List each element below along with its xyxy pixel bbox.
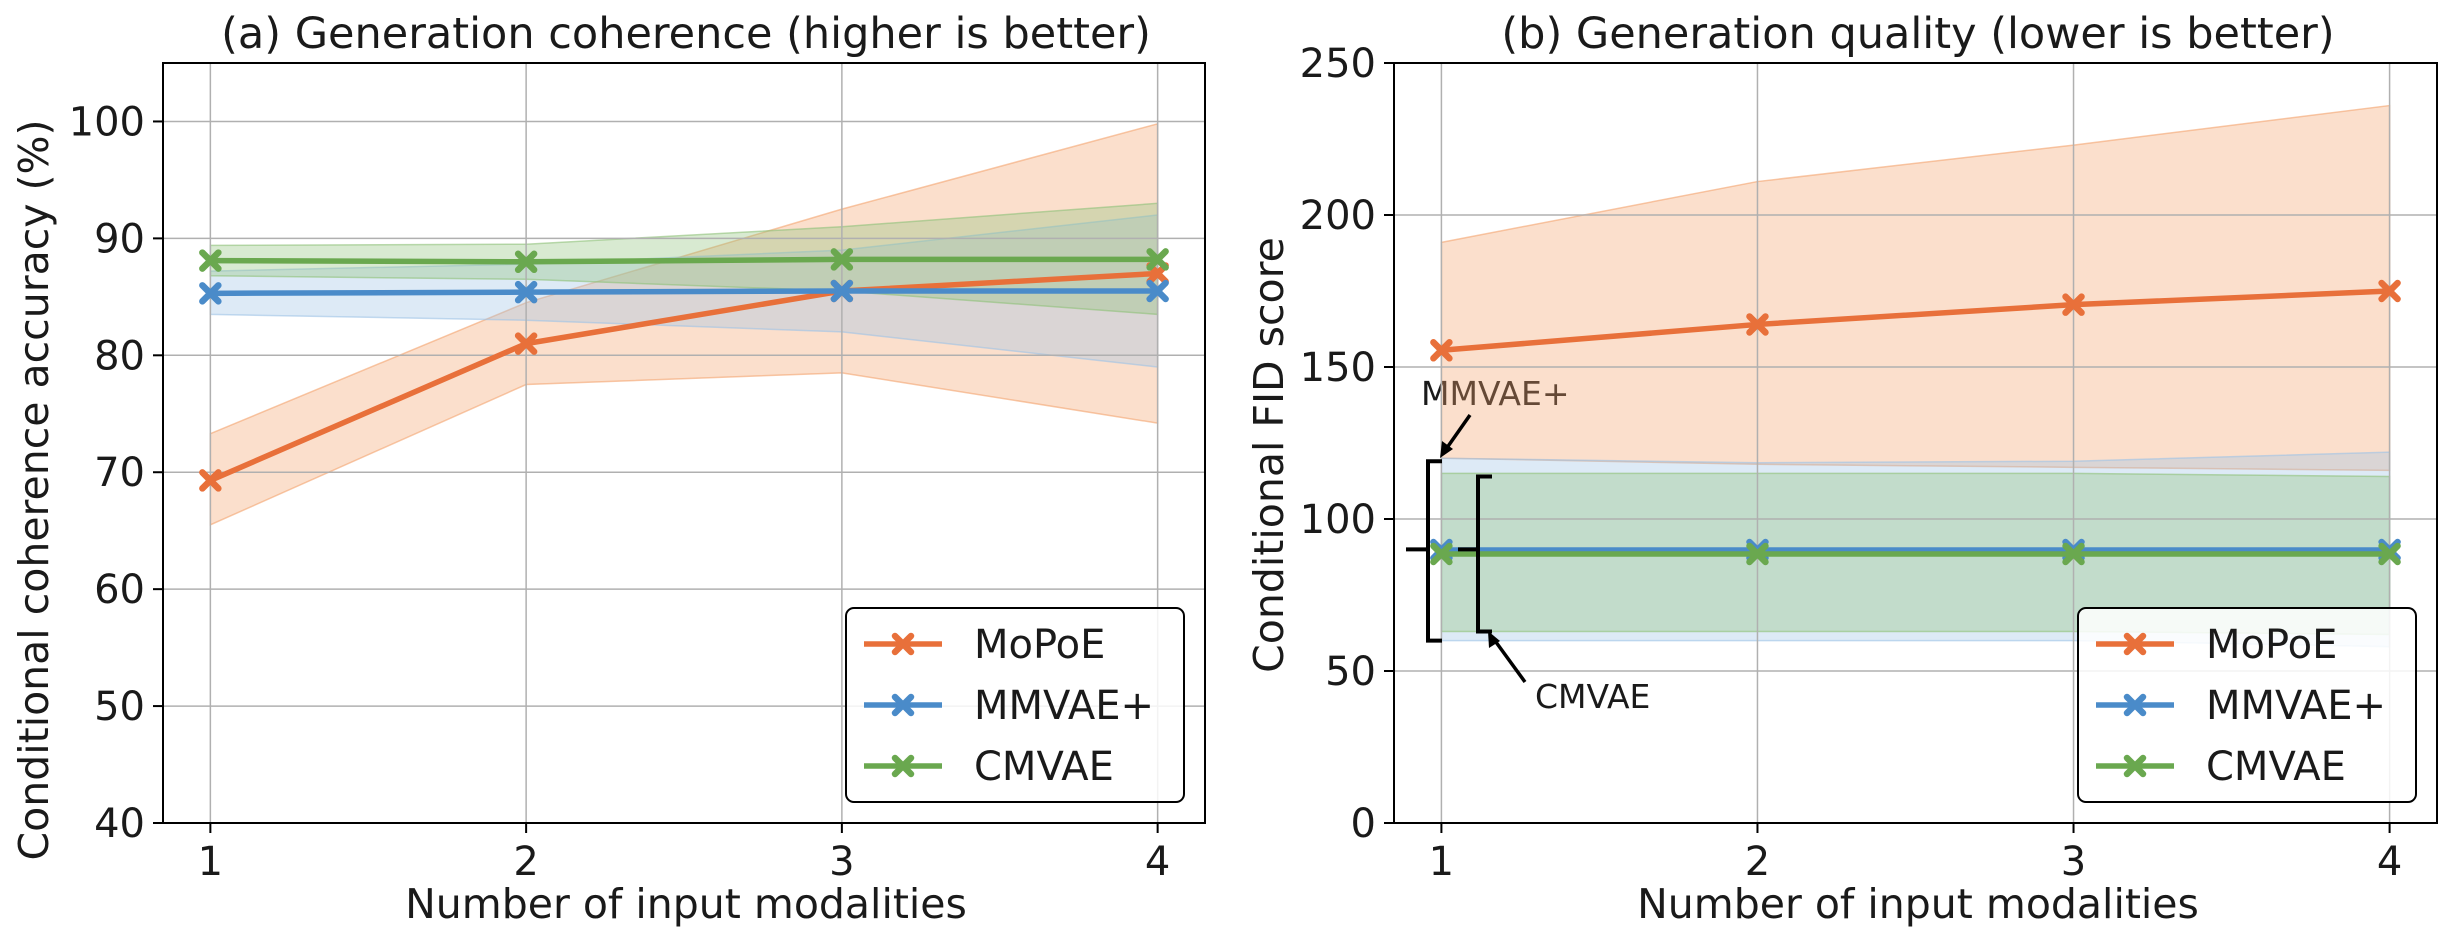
arrow-cmvae [1491,636,1527,684]
legend-box [2077,607,2417,803]
legend-item-mmvae: MMVAE+ [864,683,1154,729]
data-point-cmvae [830,248,854,271]
legend-box [845,607,1185,803]
data-point-mopoe [2062,293,2085,316]
legend-item-mmvae: MMVAE+ [2096,683,2386,729]
legend-item-mopoe: MoPoE [2096,622,2337,668]
series-line-mopoe [1441,288,2390,354]
x-tick-label: 3 [829,839,854,885]
axes-frame [1393,62,2438,824]
series-line-cmvae [210,256,1158,265]
data-point-cmvae [2378,542,2401,566]
x-tick-label: 4 [2377,839,2402,885]
legend-marker-cmvae [2123,754,2147,778]
y-tick-label: 70 [94,450,145,496]
x-tick-label: 1 [1429,839,1454,885]
annotation-braces [1406,413,1527,684]
data-point-cmvae [1746,542,1769,566]
data-point-cmvae [1430,542,1453,566]
legend-label-mmvae: MMVAE+ [2206,683,2386,729]
y-tick-label: 60 [94,567,145,613]
y-tick-label: 250 [1300,41,1376,87]
brace-cmvae [1458,474,1492,634]
panel-a-ylabel: Conditional coherence accuracy (%) [10,120,58,861]
legend-label-cmvae: CMVAE [2206,744,2346,790]
annotation-mmvae-label: MMVAE+ [1421,374,1569,413]
arrowhead-cmvae [1488,631,1500,648]
legend-item-mopoe: MoPoE [864,622,1105,668]
y-tick-label: 50 [94,684,145,730]
plot-area-1: 0 50 100 150 200 250 1 2 3 4 MoPoE MMVAE+ CMVAE [1300,41,2438,885]
legend-marker-mmvae [2123,693,2147,717]
legend: MoPoE MMVAE+ CMVAE [2077,607,2417,803]
x-tick-label: 3 [2061,839,2086,885]
y-tick-label: 0 [1351,801,1376,847]
brace-mmvae [1406,459,1442,643]
y-tick-label: 40 [94,801,145,847]
panel-a-title: (a) Generation coherence (higher is bett… [221,9,1151,59]
data-point-mopoe [1430,339,1453,362]
legend-label-cmvae: CMVAE [974,744,1114,790]
confidence-band-mopoe [1440,104,2391,472]
data-point-cmvae [2062,542,2085,566]
x-tick-label: 2 [513,839,538,885]
y-tick-label: 200 [1300,193,1376,239]
data-point-mmvae [1146,279,1169,303]
legend-item-cmvae: CMVAE [864,744,1114,790]
data-point-mmvae [514,280,538,304]
data-point-mopoe [2378,279,2401,303]
data-point-mmvae [199,282,222,305]
plot-area-0: 40 50 60 70 80 90 100 1 2 3 4 MoPoE MMVAE+ CMVAE [69,62,1206,885]
panel-a-coherence: (a) Generation coherence (higher is bett… [10,9,1206,928]
panel-b-title: (b) Generation quality (lower is better) [1501,9,2334,59]
y-tick-label: 150 [1300,345,1376,391]
data-point-mmvae [830,279,854,303]
panel-b-fid: (b) Generation quality (lower is better)… [1245,9,2438,928]
legend-label-mmvae: MMVAE+ [974,683,1154,729]
legend-label-mopoe: MoPoE [974,622,1105,668]
data-point-mopoe [199,469,222,492]
panel-a-xlabel: Number of input modalities [405,880,967,928]
arrowhead-mmvae [1440,441,1453,458]
legend-marker-cmvae [891,754,915,778]
x-tick-label: 2 [1745,839,1770,885]
data-point-mopoe [1746,313,1769,336]
axes-frame [162,62,1206,824]
series-line-mmvae [210,288,1158,297]
x-tick-label: 4 [1145,839,1170,885]
legend-marker-mopoe [891,632,915,656]
series-line-mopoe [209,270,1158,483]
legend-marker-mopoe [2123,632,2147,656]
data-point-mopoe [514,332,538,355]
panel-b-ylabel: Conditional FID score [1245,237,1293,673]
legend-marker-mmvae [891,693,915,717]
y-tick-label: 90 [94,216,145,262]
legend-item-cmvae: CMVAE [2096,744,2346,790]
y-tick-label: 80 [94,333,145,379]
data-point-cmvae [199,249,222,272]
y-tick-label: 100 [69,99,145,145]
annotation-cmvae-label: CMVAE [1535,677,1650,716]
legend: MoPoE MMVAE+ CMVAE [845,607,1185,803]
panel-b-xlabel: Number of input modalities [1637,880,2199,928]
legend-label-mopoe: MoPoE [2206,622,2337,668]
y-tick-label: 50 [1325,649,1376,695]
y-tick-label: 100 [1300,497,1376,543]
data-point-cmvae [514,250,538,274]
x-tick-label: 1 [198,839,223,885]
data-point-cmvae [1146,248,1169,271]
